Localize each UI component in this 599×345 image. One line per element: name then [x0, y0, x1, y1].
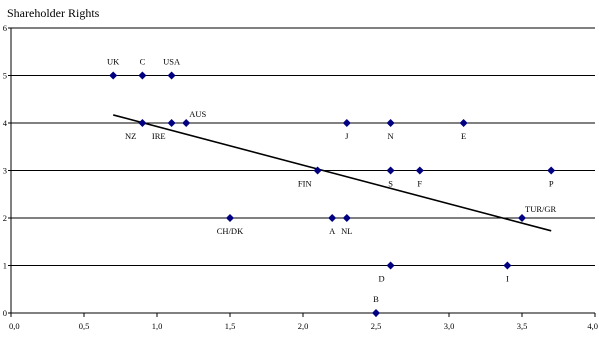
data-point-label: NZ	[125, 131, 136, 141]
x-tick-label: 3,0	[444, 321, 455, 331]
x-tick-label: 0,5	[79, 321, 90, 331]
point-labels: UK C USA NZ IRE AUS J N E FIN S F P CH/DK A NL TUR/GR D I B	[107, 57, 556, 305]
trendline-group	[112, 114, 552, 232]
data-point-label: F	[417, 179, 422, 189]
y-tick-label: 2	[3, 213, 7, 223]
y-tick-label: 1	[3, 261, 7, 271]
data-point-label: FIN	[298, 179, 312, 189]
gridlines	[11, 27, 595, 266]
data-point-marker	[342, 119, 351, 127]
data-point-label: D	[378, 274, 384, 284]
data-point-marker	[386, 119, 395, 127]
data-point-label: CH/DK	[217, 226, 244, 236]
y-tick-label: 6	[3, 23, 7, 33]
x-tick-label: 2,0	[298, 321, 309, 331]
x-tick-label: 2,5	[371, 321, 382, 331]
y-tick-label: 4	[3, 118, 8, 128]
y-tick-label: 5	[3, 71, 7, 81]
data-point-marker	[386, 261, 395, 270]
y-tick-label: 3	[3, 166, 7, 176]
data-point-marker	[503, 261, 512, 270]
data-point-marker	[109, 71, 118, 80]
data-point-label: J	[345, 131, 349, 141]
x-tick-label: 0,0	[9, 321, 20, 331]
data-point-label: B	[373, 294, 379, 304]
data-point-marker	[226, 214, 234, 222]
data-point-marker	[138, 119, 147, 127]
data-point-label: NL	[341, 226, 352, 236]
data-point-label: P	[549, 179, 554, 189]
data-point-marker	[167, 119, 176, 127]
data-point-marker	[313, 166, 322, 175]
data-point-label: USA	[163, 57, 181, 67]
data-point-marker	[138, 71, 147, 80]
data-point-label: A	[329, 226, 336, 236]
data-point-marker	[372, 309, 380, 317]
y-tick-label: 0	[3, 308, 7, 318]
data-point-marker	[547, 166, 556, 175]
data-point-marker	[415, 166, 424, 175]
data-point-label: UK	[107, 57, 120, 67]
data-point-marker	[518, 214, 526, 222]
axes: 0 1 2 3 4 5 6 0,0 0,5 1,0 1,5 2,0 2,5 3,0 3,5 4,0	[3, 23, 598, 331]
x-tick-label: 4,0	[587, 321, 598, 331]
data-point-marker	[342, 214, 351, 222]
chart-title: Shareholder Rights	[7, 6, 100, 20]
data-point-marker	[182, 119, 191, 127]
x-tick-label: 3,5	[517, 321, 528, 331]
x-tick-label: 1,5	[225, 321, 236, 331]
data-point-label: C	[140, 57, 146, 67]
x-tick-label: 1,0	[152, 321, 163, 331]
data-point-label: E	[461, 131, 466, 141]
data-point-label: I	[506, 274, 509, 284]
data-point-label: S	[388, 179, 393, 189]
data-point-label: IRE	[152, 131, 166, 141]
data-point-marker	[459, 119, 468, 127]
data-point-marker	[328, 214, 337, 222]
data-point-marker	[167, 71, 176, 80]
trendline	[112, 114, 552, 232]
data-point-label: TUR/GR	[525, 204, 557, 214]
data-point-label: AUS	[189, 109, 206, 119]
data-point-marker	[386, 166, 395, 175]
data-point-label: N	[388, 131, 394, 141]
data-points	[109, 71, 556, 317]
